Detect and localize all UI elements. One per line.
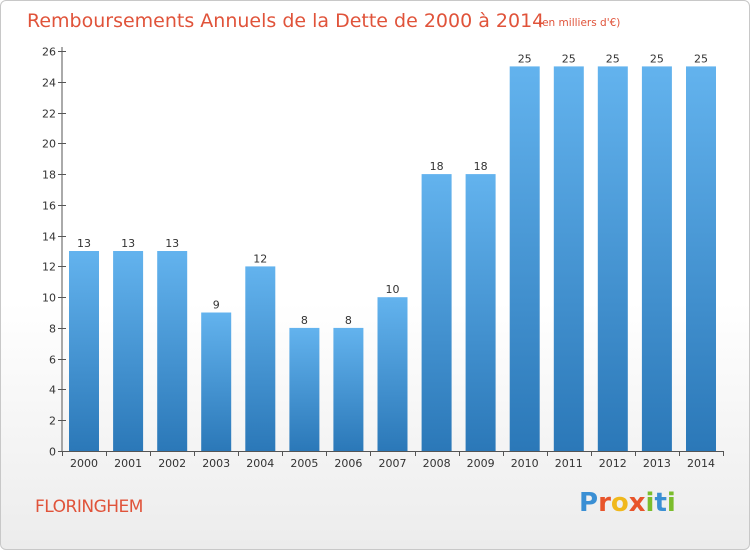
y-tick-label: 12 xyxy=(42,261,56,274)
data-label: 18 xyxy=(474,160,488,173)
y-tick-label: 8 xyxy=(49,323,56,336)
bar xyxy=(377,297,408,451)
x-tick-label: 2006 xyxy=(334,457,362,470)
x-tick-label: 2010 xyxy=(511,457,539,470)
bar xyxy=(553,66,584,452)
data-label: 8 xyxy=(301,314,308,327)
data-label: 18 xyxy=(430,160,444,173)
y-tick-label: 4 xyxy=(49,384,56,397)
x-tick-label: 2002 xyxy=(158,457,186,470)
y-tick-label: 18 xyxy=(42,169,56,182)
x-tick-label: 2011 xyxy=(555,457,583,470)
x-tick-label: 2001 xyxy=(114,457,142,470)
data-label: 10 xyxy=(386,283,400,296)
proxiti-logo: Proxiti xyxy=(579,488,676,518)
x-tick-label: 2009 xyxy=(467,457,495,470)
logo-letter: r xyxy=(598,488,611,518)
data-label: 25 xyxy=(562,52,576,65)
logo-letter: i xyxy=(666,488,676,518)
x-tick-label: 2000 xyxy=(70,457,98,470)
bar xyxy=(465,174,496,451)
data-label: 25 xyxy=(518,52,532,65)
x-tick-label: 2004 xyxy=(246,457,274,470)
y-tick-label: 2 xyxy=(49,415,56,428)
place-name: FLORINGHEM xyxy=(35,497,143,517)
y-tick-label: 26 xyxy=(42,46,56,59)
chart-title: Remboursements Annuels de la Dette de 20… xyxy=(27,10,545,32)
x-tick-label: 2005 xyxy=(290,457,318,470)
bar xyxy=(201,312,232,451)
x-tick-label: 2008 xyxy=(423,457,451,470)
y-tick-label: 22 xyxy=(42,108,56,121)
logo-letter: x xyxy=(628,488,646,518)
y-tick-label: 14 xyxy=(42,231,56,244)
logo-letter: o xyxy=(610,488,629,518)
bar xyxy=(113,251,144,451)
bar xyxy=(69,251,99,451)
data-label: 9 xyxy=(213,299,220,312)
logo-letter: P xyxy=(579,488,599,518)
data-label: 25 xyxy=(650,52,664,65)
chart-subtitle: (en milliers d'€) xyxy=(538,17,621,29)
bar xyxy=(686,66,716,452)
bar xyxy=(421,174,452,451)
data-label: 13 xyxy=(77,237,91,250)
bar xyxy=(641,66,672,452)
y-tick-label: 6 xyxy=(49,354,56,367)
bar xyxy=(597,66,628,452)
data-label: 25 xyxy=(606,52,620,65)
x-tick-label: 2003 xyxy=(202,457,230,470)
y-tick-label: 0 xyxy=(49,446,56,459)
chart-labels: 2000 13 2001 13 2002 13 2003 9 2004 12 2005 8 2006 8 2… xyxy=(70,52,715,470)
logo-letter: i xyxy=(645,488,655,518)
bar xyxy=(245,266,276,451)
y-tick-label: 10 xyxy=(42,292,56,305)
bar xyxy=(289,327,320,451)
data-label: 13 xyxy=(121,237,135,250)
data-label: 8 xyxy=(345,314,352,327)
y-tick-label: 24 xyxy=(42,77,56,90)
y-tick-label: 16 xyxy=(42,200,56,213)
x-tick-label: 2013 xyxy=(643,457,671,470)
x-tick-label: 2012 xyxy=(599,457,627,470)
x-tick-label: 2007 xyxy=(379,457,407,470)
chart-bars xyxy=(69,66,716,452)
bar xyxy=(333,327,364,451)
data-label: 25 xyxy=(694,52,708,65)
y-tick-label: 20 xyxy=(42,138,56,151)
bar xyxy=(509,66,540,452)
x-tick-label: 2014 xyxy=(687,457,715,470)
logo-letter: t xyxy=(654,488,667,518)
bar xyxy=(157,251,188,451)
data-label: 13 xyxy=(165,237,179,250)
data-label: 12 xyxy=(253,252,267,265)
